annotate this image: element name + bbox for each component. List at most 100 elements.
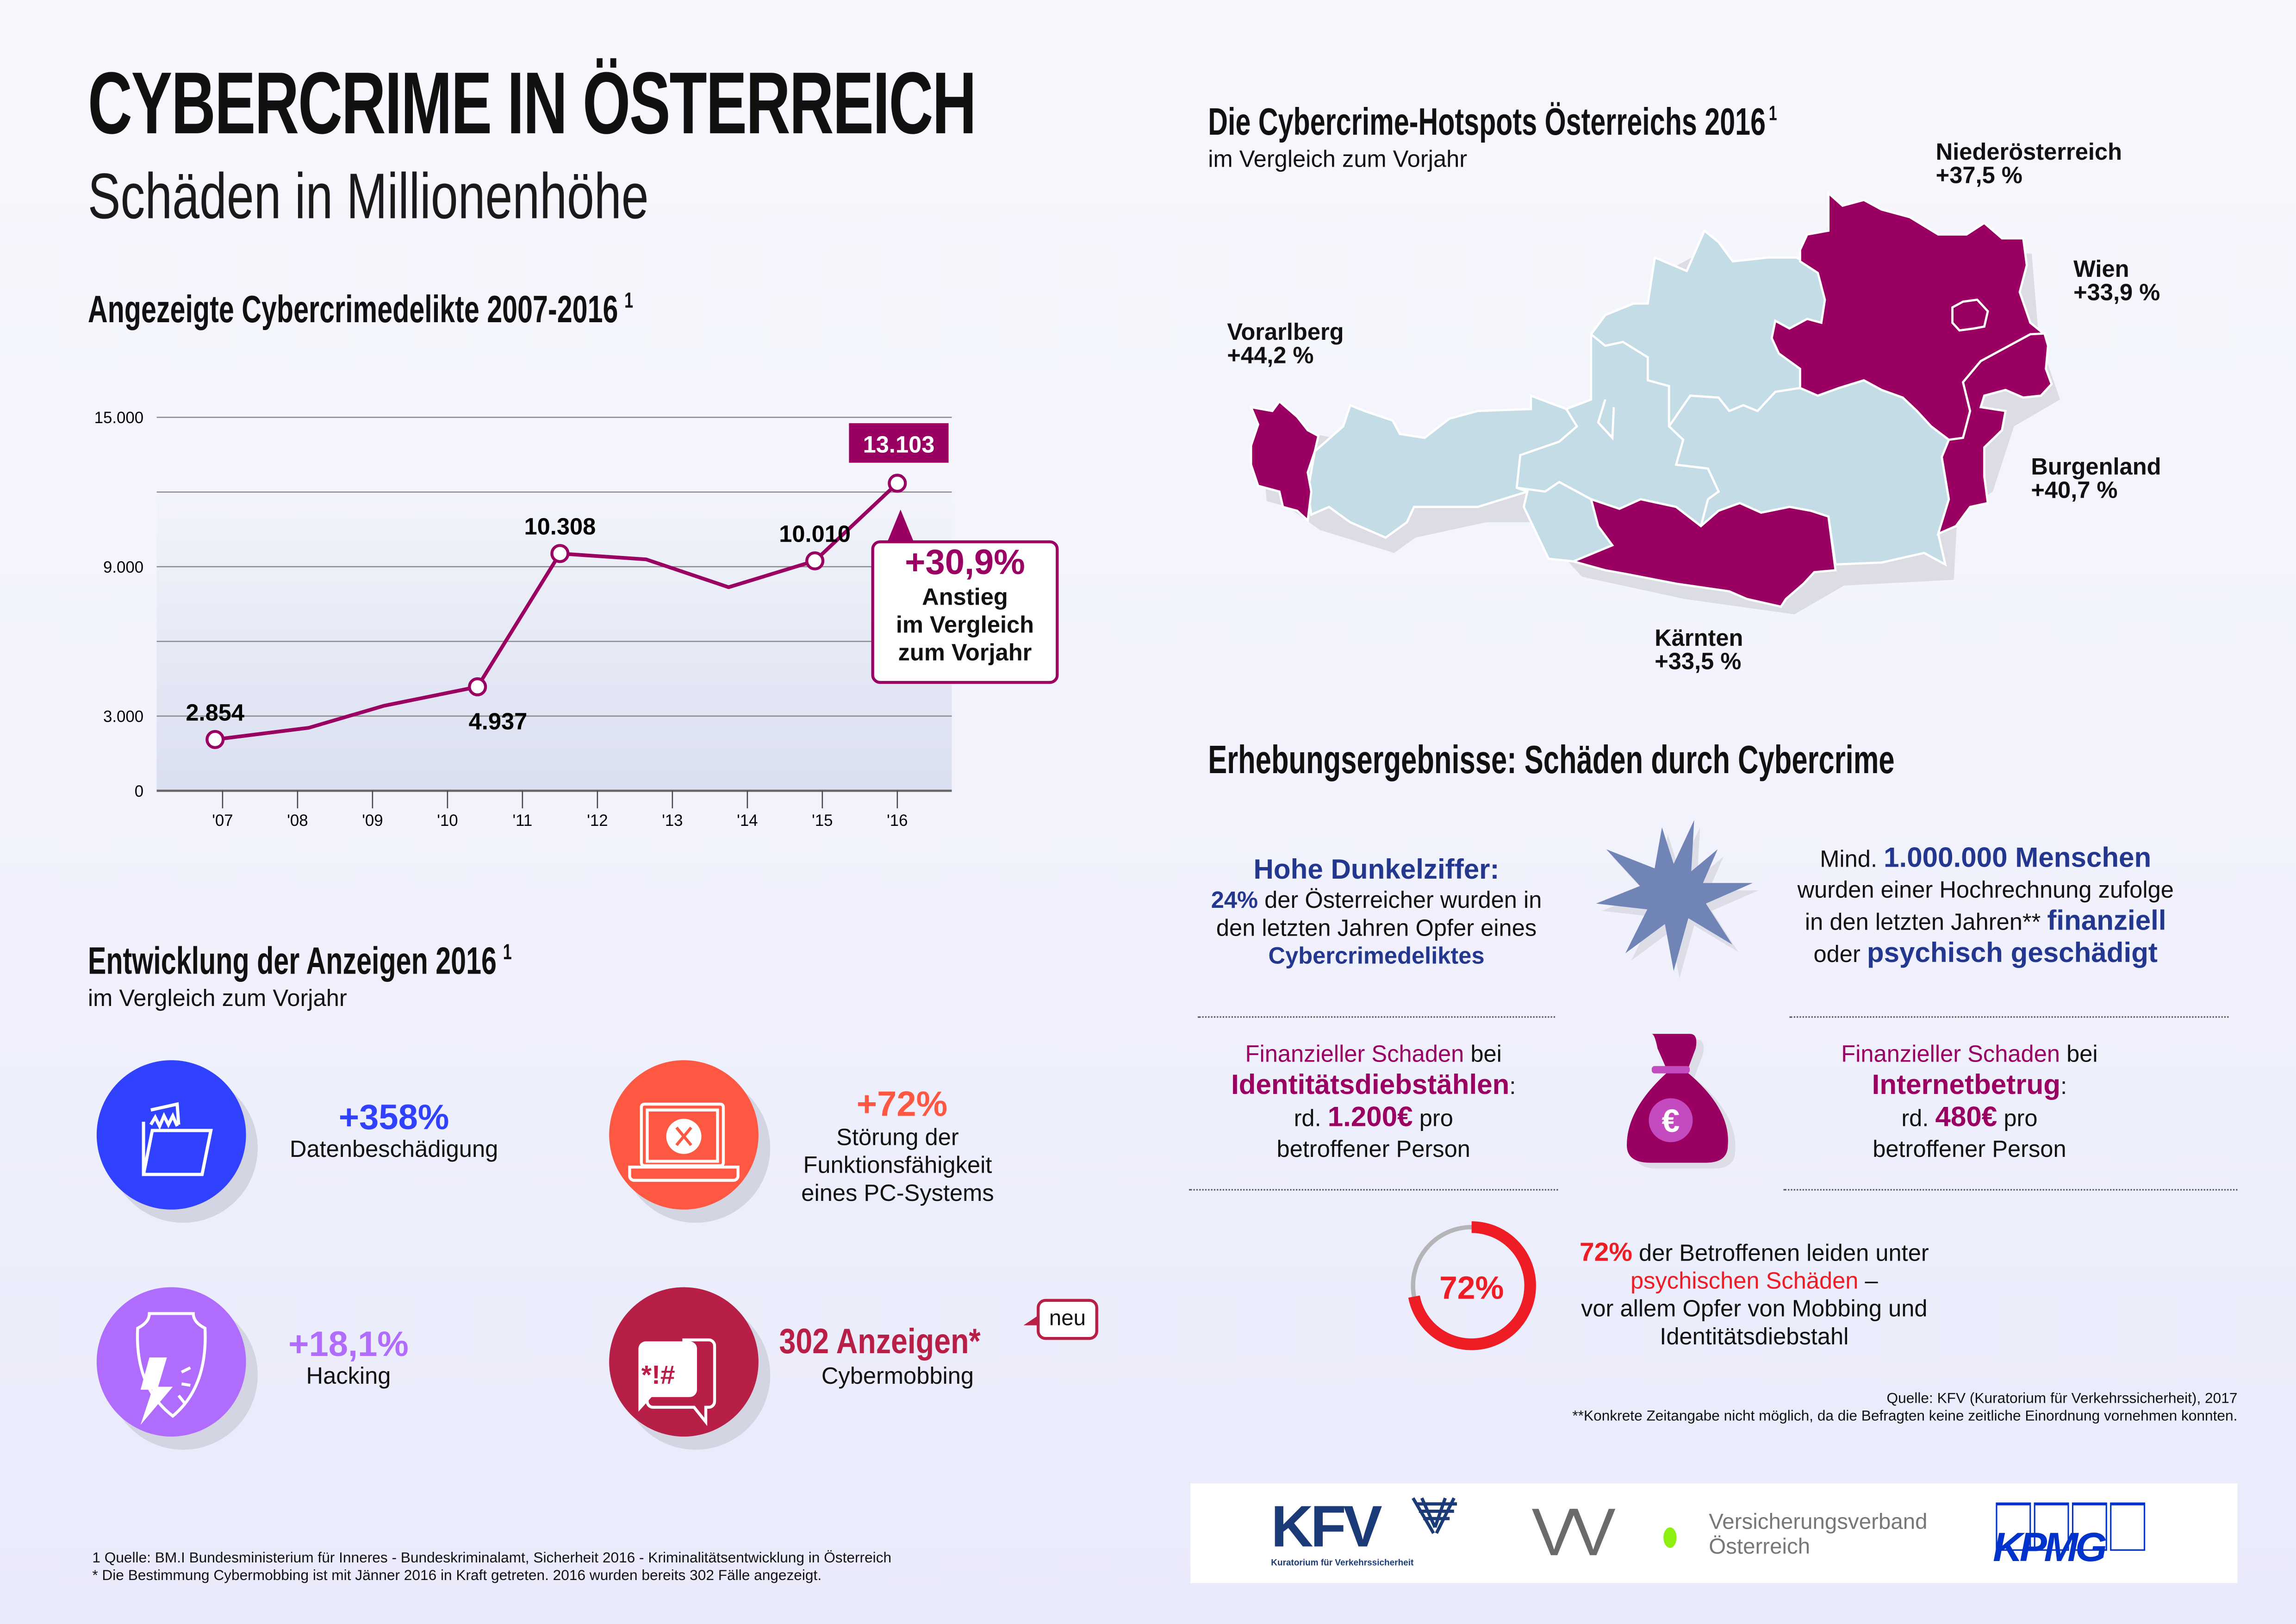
new-badge: neu [1037,1299,1098,1340]
label-burgenland: Burgenland +40,7 % [2031,456,2161,504]
footnote-ref: 1 [624,289,634,314]
data-damage-label: Datenbeschädigung [289,1137,498,1163]
kpmg-boxes [1996,1502,2146,1551]
internet-fraud-label: Internetbetrug [1872,1070,2061,1101]
pc-disruption-value: +72% [856,1085,948,1125]
data-point-marker [468,677,487,697]
text-line: wurden einer Hochrechnung zufolge [1797,878,2174,904]
dark-figure-pct: 24% [1211,889,1258,914]
label-vorarlberg: Vorarlberg +44,2 % [1227,321,1344,369]
x-tick-label: '10 [437,812,458,830]
kfv-logo: KFV [1271,1495,1382,1560]
dark-figure-heading: Hohe Dunkelziffer: [1253,855,1500,886]
people-count: 1.000.000 Menschen [1884,843,2152,874]
text-emph: finanziell [2047,906,2166,937]
divider [1198,1016,1556,1018]
x-tick-label: '11 [513,812,533,830]
text-line: Cybercrimedeliktes [1268,944,1485,970]
label-kaernten: Kärnten +33,5 % [1655,627,1743,675]
text-emph: psychischen Schäden [1630,1269,1859,1295]
y-tick-label: 0 [135,783,143,800]
map-region-kaernten [1574,499,1836,606]
divider [1783,1189,2238,1191]
survey-source: Quelle: KFV (Kuratorium für Verkehrssich… [1572,1391,2237,1426]
kpmg-logo: KPMG [1993,1524,2107,1570]
text-part: pro [1412,1107,1453,1132]
dark-figure-block: Hohe Dunkelziffer: 24% der Österreicher … [1211,855,1542,971]
kfv-eagle-icon [1412,1497,1457,1534]
plot-area [156,493,952,791]
cybermobbing-label: Cybermobbing [821,1365,974,1390]
label-wien: Wien +33,9 % [2073,258,2160,306]
pc-disruption-label: Störung der Funktionsfähigkeit eines PC-… [801,1124,994,1208]
chart-title-text: Angezeigte Cybercrimedelikte 2007-2016 [87,287,618,331]
broken-folder-icon [142,1102,213,1176]
data-point-marker [805,551,825,571]
y-tick-label: 9.000 [103,559,143,576]
map-title-text: Die Cybercrime-Hotspots Österreichs 2016 [1208,100,1766,144]
pc-disruption-badge [609,1060,759,1210]
partner-logos: KFV Kuratorium für Verkehrssicherheit VV… [1190,1483,2238,1583]
line-chart: 15.000 9.000 3.000 0 '07 '08 '09 '10 '11 '12 '13 '1… [94,409,952,830]
svg-text:*!#: *!# [641,1360,675,1390]
text-part: Finanzieller Schaden [1245,1043,1464,1068]
y-tick-label: 3.000 [103,708,143,725]
internet-fraud-amount: 480€ [1935,1102,1997,1134]
text-line: der Österreicher wurden in [1258,889,1542,914]
callout-arrow [887,509,914,542]
map-region-wien [1953,300,1988,330]
vvo-dot-icon [1663,1527,1677,1548]
y-tick-label: 15.000 [94,409,143,427]
data-point-marker [888,474,907,493]
note-line: **Konkrete Zeitangabe nicht möglich, da … [1572,1408,2238,1425]
development-title: Entwicklung der Anzeigen 2016 1 [88,939,677,984]
text-part: Finanzieller Schaden [1841,1043,2060,1068]
region-change: +33,5 % [1655,650,1742,675]
footnote-ref: 1 [1768,101,1777,125]
x-tick-label: '15 [812,812,833,830]
identity-theft-block: Finanzieller Schaden bei Identitätsdiebs… [1231,1040,1516,1166]
text-part: der Betroffenen leiden unter [1632,1242,1929,1267]
text-part: bei [2060,1043,2098,1068]
map-borders [1517,334,1800,526]
x-tick-label: '16 [887,812,908,830]
text-line: betroffener Person [1873,1137,2066,1163]
hacking-badge [96,1287,246,1437]
starburst-icon [1596,820,1759,979]
vvo-text: Versicherungsverband Österreich [1709,1510,1927,1560]
data-label: 4.937 [469,708,528,734]
text-line: vor allem Opfer von Mobbing und [1581,1297,1928,1323]
data-damage-badge [96,1060,246,1210]
latest-value-box [849,423,949,463]
svg-text:€: € [1662,1103,1680,1139]
region-change: +40,7 % [2031,479,2118,504]
donut-label: 72% [1439,1270,1504,1306]
footnote-source: 1 Quelle: BM.I Bundesministerium für Inn… [92,1550,892,1567]
text-line: betroffener Person [1276,1137,1470,1163]
subtitle-text: Schäden in Millionenhöhe [87,161,649,233]
map-region-niederoesterreich [1772,193,2044,440]
text-part: rd. [1294,1107,1328,1132]
data-damage-value: +358% [338,1098,449,1138]
data-point-marker [205,730,225,749]
source-line: Quelle: KFV (Kuratorium für Verkehrssich… [1886,1391,2238,1407]
x-tick-label: '07 [212,812,233,830]
callout-line: Anstieg [922,586,1008,611]
text-part: Mind. [1820,848,1884,873]
callout-value: +30,9% [905,543,1025,583]
internet-fraud-block: Finanzieller Schaden bei Internetbetrug:… [1841,1040,2097,1166]
text-part: in den letzten Jahren** [1804,911,2047,936]
callout-line: zum Vorjahr [898,641,1032,667]
psych-damage-block: 72% der Betroffenen leiden unter psychis… [1580,1238,1929,1352]
region-change: +44,2 % [1227,344,1314,369]
footnote-cybermobbing: * Die Bestimmung Cybermobbing ist mit Jä… [92,1568,822,1585]
divider [1189,1189,1558,1191]
divider [1789,1016,2229,1018]
identity-theft-amount: 1.200€ [1327,1102,1413,1134]
vvo-line: Österreich [1709,1535,1811,1560]
data-point-marker [550,544,570,563]
label-niederoesterreich: Niederösterreich +37,5 % [1936,141,2122,189]
identity-theft-label: Identitätsdiebstählen [1231,1070,1510,1101]
page-subtitle: Schäden in Millionenhöhe [88,161,826,234]
